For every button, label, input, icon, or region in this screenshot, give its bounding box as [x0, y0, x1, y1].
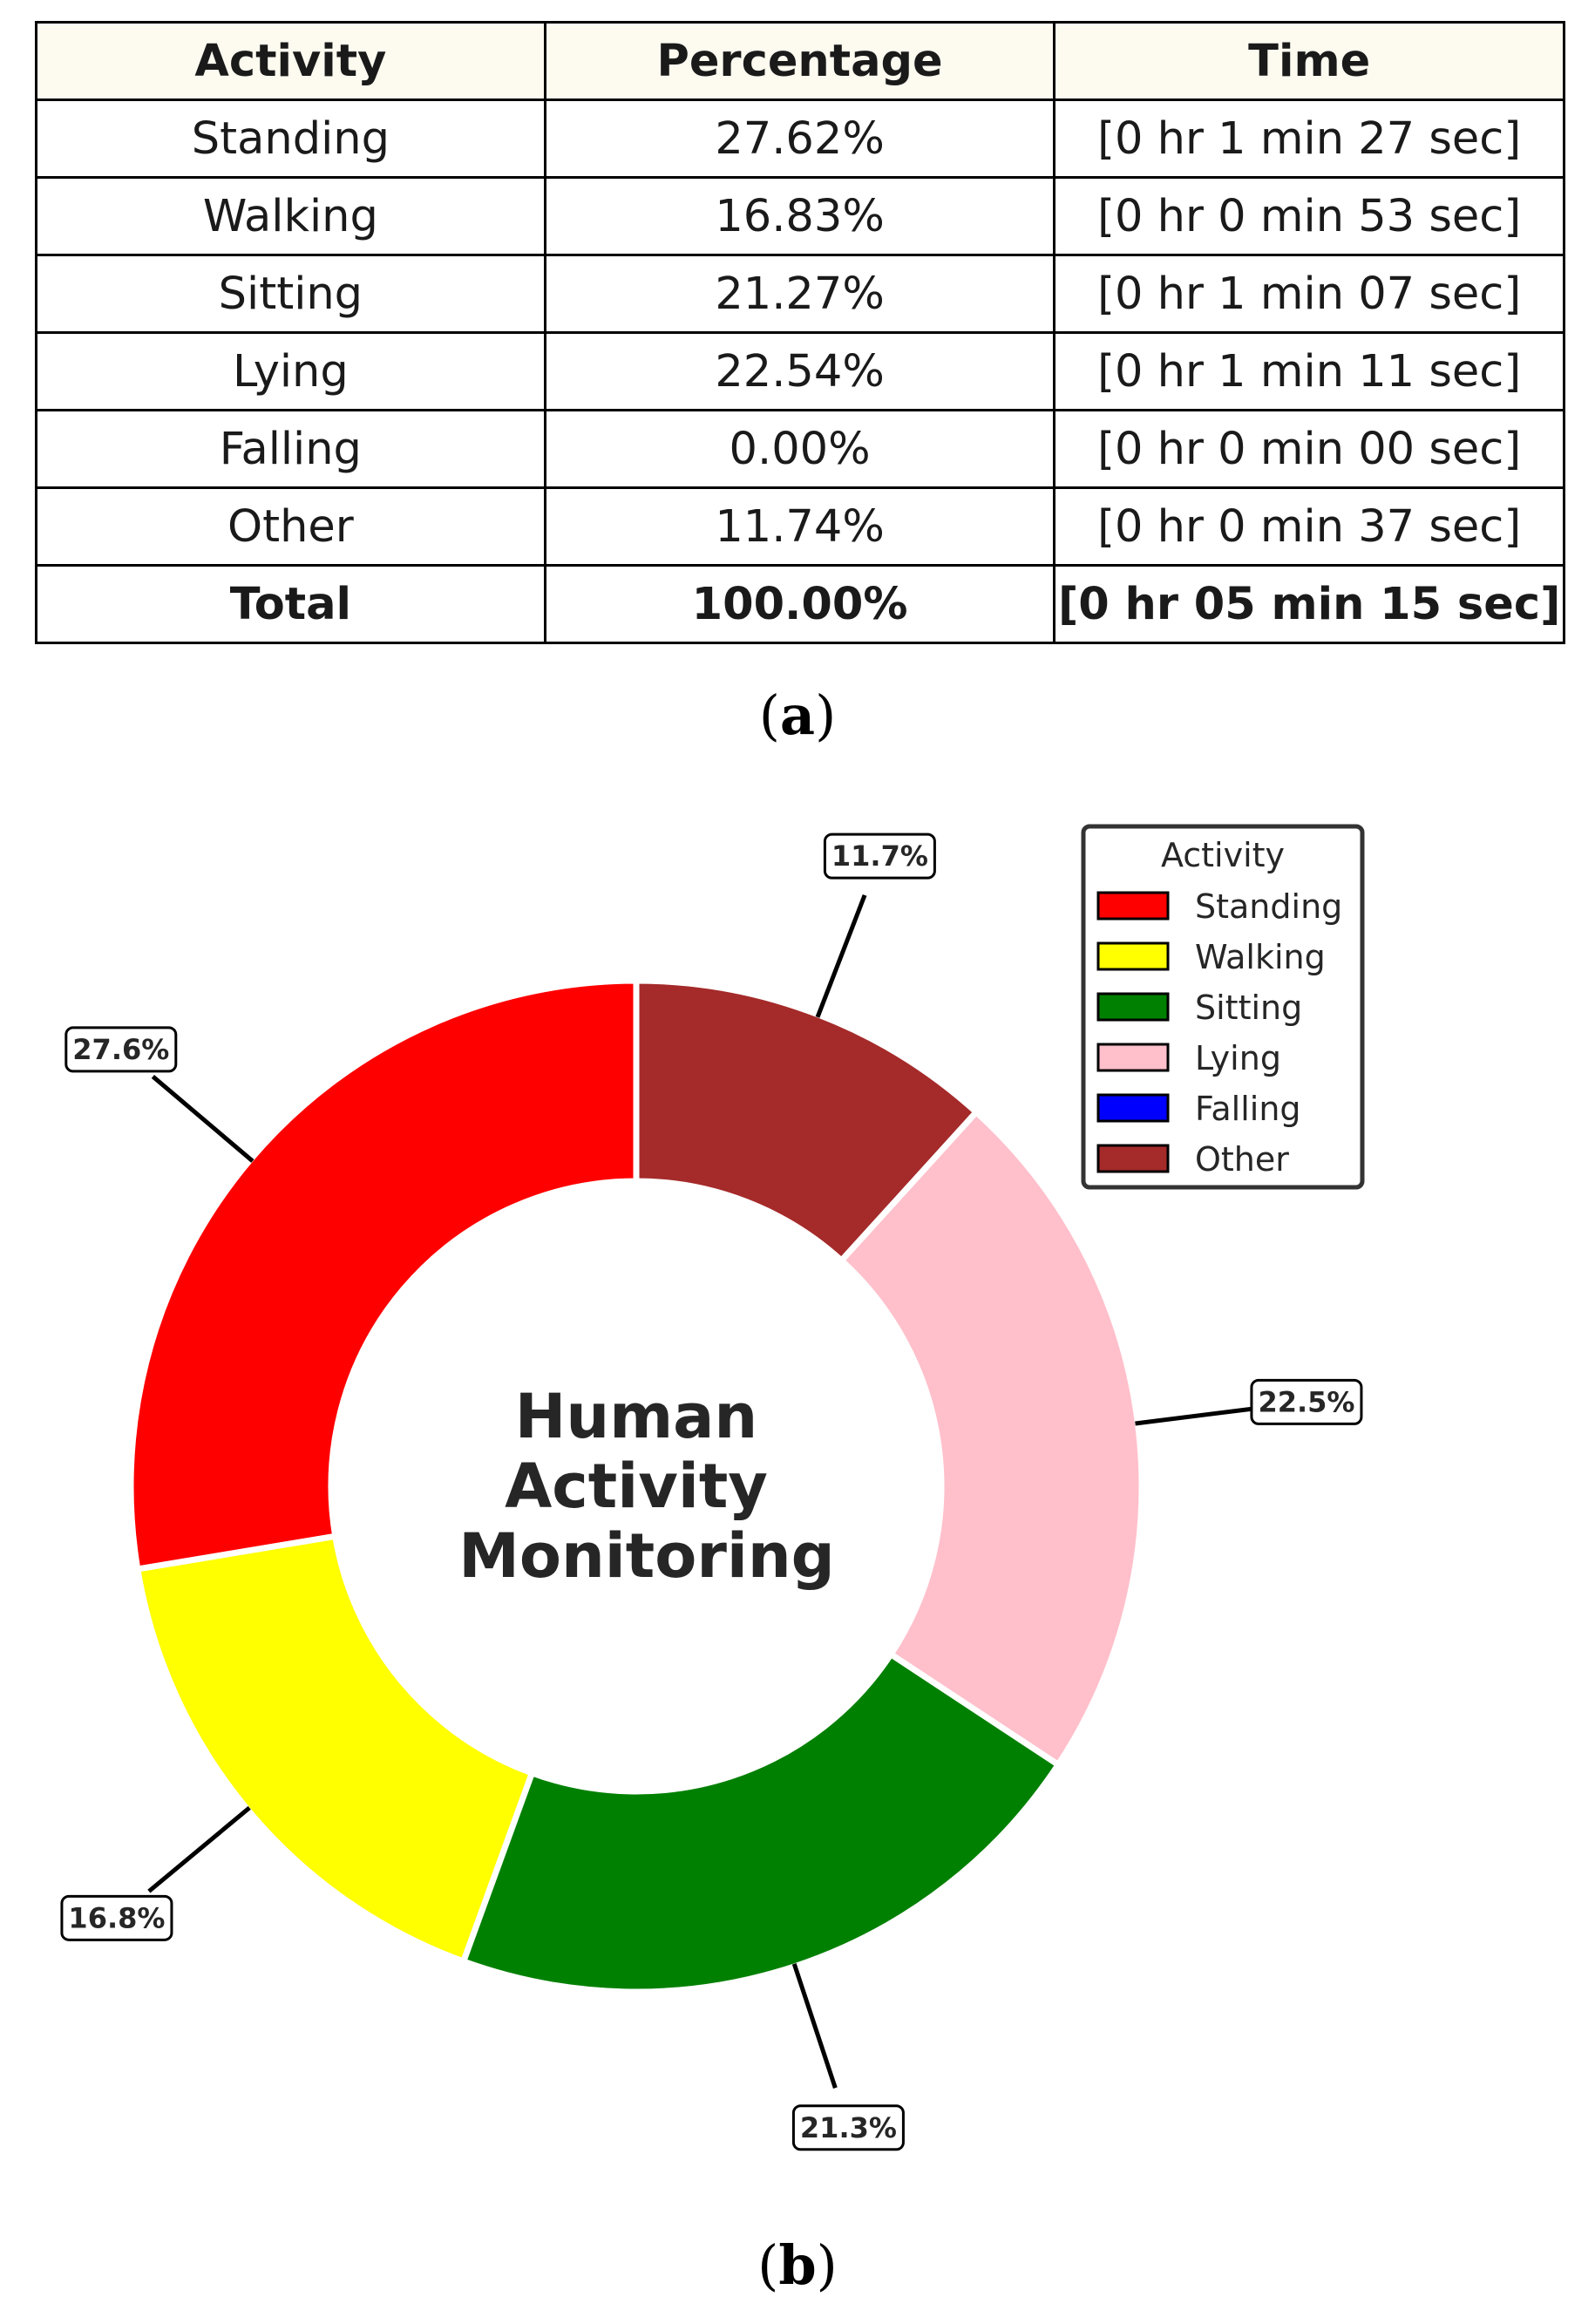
cell-activity: Sitting [35, 254, 546, 334]
cell-percentage: 16.83% [543, 176, 1056, 256]
caption-a-label: a [779, 683, 816, 747]
cell-activity: Lying [35, 331, 546, 411]
legend-swatch-sitting [1096, 992, 1170, 1022]
total-activity: Total [35, 564, 546, 644]
label-box-walking [60, 1894, 173, 1941]
caption-a-open: ( [758, 683, 780, 747]
slice-walking [133, 1532, 536, 1966]
label-box-other [823, 832, 936, 880]
column-header-percentage: Percentage [543, 21, 1056, 101]
total-percentage: 100.00% [543, 564, 1056, 644]
cell-activity: Standing [35, 99, 546, 179]
legend-swatch-other [1096, 1144, 1170, 1173]
leader-line-other [815, 894, 867, 1018]
leader-line-walking [147, 1805, 251, 1893]
legend-swatch-falling [1096, 1093, 1170, 1123]
label-box-lying [1250, 1378, 1363, 1425]
legend-label-falling: Falling [1195, 1090, 1301, 1128]
cell-activity: Falling [35, 409, 546, 489]
leader-line-lying [1135, 1404, 1266, 1426]
slice-standing [127, 977, 640, 1573]
activity-donut-chart: 27.6%16.8%21.3%22.5%11.7% HumanActivityM… [60, 824, 1365, 2151]
leader-line-standing [151, 1075, 255, 1163]
label-leader-lines [147, 894, 1266, 2089]
cell-percentage: 27.62% [543, 99, 1056, 179]
legend-swatch-standing [1096, 891, 1170, 921]
slice-sitting [459, 1649, 1063, 1995]
slice-label-walking: 16.8% [68, 1901, 165, 1934]
donut-slices [127, 977, 1145, 1995]
table-row: Walking 16.83% [0 hr 0 min 53 sec] [35, 176, 1565, 256]
table-row: Lying 22.54% [0 hr 1 min 11 sec] [35, 331, 1565, 411]
legend-label-lying: Lying [1195, 1039, 1281, 1077]
cell-time: [0 hr 0 min 53 sec] [1053, 176, 1565, 256]
table-body: Standing 27.62% [0 hr 1 min 27 sec] Walking… [35, 99, 1565, 644]
table-row: Sitting 21.27% [0 hr 1 min 07 sec] [35, 254, 1565, 334]
cell-activity: Other [35, 486, 546, 567]
label-box-standing [64, 1026, 178, 1073]
leader-line-sitting [791, 1963, 838, 2089]
total-row: Total 100.00% [0 hr 05 min 15 sec] [35, 564, 1565, 644]
legend-label-sitting: Sitting [1195, 989, 1302, 1027]
center-title-line: Activity [505, 1451, 768, 1522]
legend-label-other: Other [1195, 1140, 1289, 1179]
slice-labels: 27.6% 16.8% 21.3% 22.5% 11.7% [60, 832, 1363, 2151]
slice-lying [837, 1107, 1145, 1770]
slice-label-other: 11.7% [831, 839, 928, 873]
chart-legend: Activity Standing Walking Sitting Lying Falli… [1081, 824, 1365, 1190]
legend-swatch-lying [1096, 1043, 1170, 1072]
slice-label-sitting: 21.3% [800, 2111, 897, 2144]
slice-label-lying: 22.5% [1258, 1385, 1354, 1418]
cell-time: [0 hr 1 min 27 sec] [1053, 99, 1565, 179]
table-header: Activity Percentage Time [35, 21, 1565, 101]
legend-swatch-walking [1096, 941, 1170, 971]
label-box-sitting [791, 2104, 905, 2151]
caption-a: (a) [0, 689, 1595, 743]
caption-b-label: b [778, 2233, 817, 2297]
center-title-line: Human [515, 1381, 757, 1452]
center-title-line: Monitoring [458, 1520, 835, 1592]
activity-summary-table: Activity Percentage Time Standing 27.62% [0 … [35, 21, 1565, 644]
cell-time: [0 hr 1 min 11 sec] [1053, 331, 1565, 411]
cell-percentage: 21.27% [543, 254, 1056, 334]
total-time: [0 hr 05 min 15 sec] [1053, 564, 1565, 644]
caption-b-open: ( [757, 2233, 779, 2297]
table-row: Falling 0.00% [0 hr 0 min 00 sec] [35, 409, 1565, 489]
column-header-activity: Activity [35, 21, 546, 101]
caption-b-close: ) [816, 2233, 838, 2297]
cell-percentage: 11.74% [543, 486, 1056, 567]
legend-label-standing: Standing [1195, 887, 1342, 926]
cell-percentage: 22.54% [543, 331, 1056, 411]
caption-b: (b) [0, 2239, 1595, 2293]
cell-time: [0 hr 0 min 37 sec] [1053, 486, 1565, 567]
table-row: Standing 27.62% [0 hr 1 min 27 sec] [35, 99, 1565, 179]
legend-label-walking: Walking [1195, 938, 1326, 976]
slice-label-standing: 27.6% [72, 1033, 169, 1066]
column-header-time: Time [1053, 21, 1565, 101]
cell-percentage: 0.00% [543, 409, 1056, 489]
cell-activity: Walking [35, 176, 546, 256]
slice-other [633, 977, 981, 1265]
cell-time: [0 hr 1 min 07 sec] [1053, 254, 1565, 334]
legend-title: Activity [1161, 836, 1285, 874]
cell-time: [0 hr 0 min 00 sec] [1053, 409, 1565, 489]
table-row: Other 11.74% [0 hr 0 min 37 sec] [35, 486, 1565, 567]
caption-a-close: ) [815, 683, 837, 747]
